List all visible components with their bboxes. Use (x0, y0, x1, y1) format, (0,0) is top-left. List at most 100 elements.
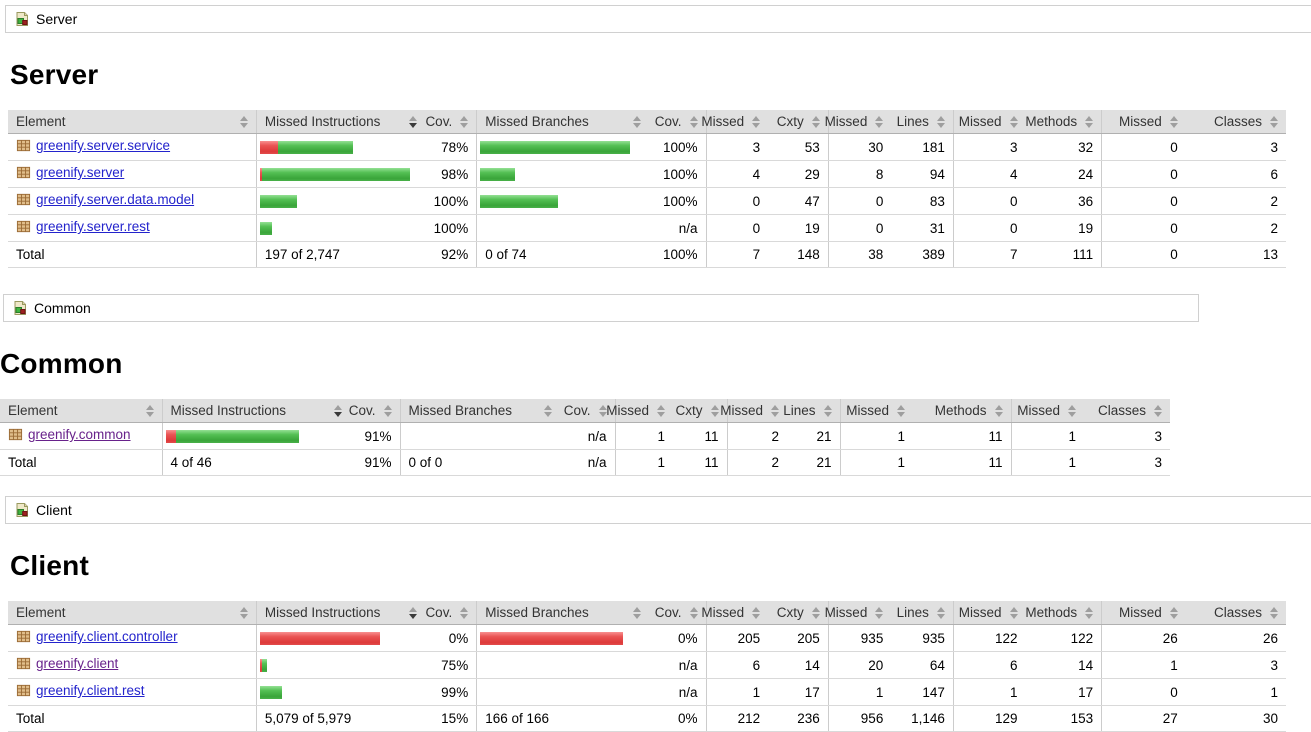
column-header-element-0[interactable]: Element (8, 601, 257, 625)
column-header-missed-branches-3[interactable]: Missed Branches (476, 601, 649, 625)
column-header-missed-7[interactable]: Missed (720, 399, 787, 423)
column-header-classes-12[interactable]: Classes (1185, 601, 1286, 625)
column-header-missed-instructions-1[interactable]: Missed Instructions (255, 601, 425, 625)
sort-arrows-icon (460, 115, 469, 128)
counter-cell: 17 (1025, 678, 1102, 706)
column-header-cxty-6[interactable]: Cxty (673, 399, 727, 423)
missed-instructions-bar-chart (165, 429, 343, 443)
sort-arrows-icon (1270, 115, 1278, 128)
column-header-label: Methods (934, 403, 987, 418)
counter-cell: 1 (839, 422, 913, 450)
counter-cell: 20 (827, 651, 892, 679)
column-header-cxty-6[interactable]: Cxty (768, 110, 829, 134)
column-header-lines-8[interactable]: Lines (891, 601, 954, 625)
missed-branches-bar (476, 160, 649, 188)
package-link[interactable]: greenify.server.rest (36, 219, 150, 234)
sort-arrows-icon (689, 606, 698, 619)
column-header-cxty-6[interactable]: Cxty (768, 601, 829, 625)
total-counter-cell: 111 (1025, 241, 1102, 268)
table-row: greenify.client.controller 0% 0% 205 205 935 9… (8, 624, 1286, 652)
column-header-missed-9[interactable]: Missed (952, 601, 1026, 625)
branch-coverage-cell: 100% (648, 160, 707, 188)
column-header-missed-5[interactable]: Missed (701, 110, 769, 134)
page-title: Server (10, 59, 99, 90)
missed-branches-bar-chart (480, 167, 641, 181)
missed-instructions-bar-chart (259, 221, 417, 235)
column-header-cov-2[interactable]: Cov. (424, 601, 477, 625)
column-header-missed-11[interactable]: Missed (1010, 399, 1084, 423)
package-link[interactable]: greenify.client.rest (36, 683, 145, 698)
total-counter-cell: 1,146 (891, 705, 954, 732)
total-branches: 0 of 74 (476, 241, 649, 268)
column-header-classes-12[interactable]: Classes (1084, 399, 1170, 423)
package-link[interactable]: greenify.client (36, 656, 119, 671)
table-row: greenify.client 75% n/a 6 14 20 64 6 14 1 3 (8, 651, 1286, 679)
column-header-lines-8[interactable]: Lines (891, 110, 954, 134)
column-header-cov-4[interactable]: Cov. (648, 601, 707, 625)
sort-arrows-icon (994, 404, 1003, 417)
branch-coverage-cell: n/a (560, 422, 615, 450)
total-branch-coverage: 0% (648, 705, 707, 732)
branch-coverage-cell: 0% (648, 624, 707, 652)
total-label: Total (8, 241, 257, 268)
package-link[interactable]: greenify.server.service (36, 138, 171, 153)
column-header-label: Cov. (563, 403, 591, 418)
column-header-missed-11[interactable]: Missed (1101, 110, 1186, 134)
total-counter-cell: 1 (839, 449, 913, 476)
counter-cell: 8 (827, 160, 892, 188)
element-cell: greenify.client (8, 651, 257, 679)
column-header-missed-5[interactable]: Missed (606, 399, 673, 423)
column-header-missed-5[interactable]: Missed (701, 601, 769, 625)
counter-cell: 19 (768, 214, 829, 242)
total-counter-cell: 11 (913, 449, 1011, 476)
package-link[interactable]: greenify.server.data.model (36, 192, 195, 207)
counter-cell: 0 (705, 187, 769, 215)
column-header-missed-branches-3[interactable]: Missed Branches (399, 399, 560, 423)
column-header-methods-10[interactable]: Methods (913, 399, 1011, 423)
total-counter-cell: 30 (1185, 705, 1286, 732)
page-title: Common (0, 348, 123, 379)
sort-arrows-icon (811, 606, 820, 619)
column-header-label: Lines (896, 605, 929, 620)
column-header-missed-7[interactable]: Missed (825, 601, 892, 625)
column-header-missed-instructions-1[interactable]: Missed Instructions (161, 399, 350, 423)
counter-cell: 3 (1185, 651, 1286, 679)
column-header-missed-branches-3[interactable]: Missed Branches (476, 110, 649, 134)
column-header-missed-9[interactable]: Missed (839, 399, 913, 423)
column-header-missed-instructions-1[interactable]: Missed Instructions (255, 110, 425, 134)
column-header-methods-10[interactable]: Methods (1025, 110, 1102, 134)
package-link[interactable]: greenify.client.controller (36, 629, 178, 644)
instruction-coverage-cell: 78% (424, 133, 477, 161)
column-header-lines-8[interactable]: Lines (783, 399, 840, 423)
column-header-label: Cxty (776, 114, 804, 129)
missed-branches-bar-chart (480, 194, 641, 208)
column-header-methods-10[interactable]: Methods (1025, 601, 1102, 625)
breadcrumb: Common (3, 294, 1199, 322)
column-header-element-0[interactable]: Element (0, 399, 162, 423)
total-instruction-coverage: 92% (424, 241, 477, 268)
column-header-label: Lines (783, 403, 816, 418)
missed-instructions-bar-chart (259, 167, 417, 181)
column-header-missed-11[interactable]: Missed (1101, 601, 1186, 625)
counter-cell: 6 (705, 651, 769, 679)
package-link[interactable]: greenify.server (36, 165, 125, 180)
sort-arrows-icon (632, 606, 641, 619)
column-header-element-0[interactable]: Element (8, 110, 257, 134)
package-link[interactable]: greenify.common (28, 427, 131, 442)
counter-cell: 205 (768, 624, 829, 652)
column-header-missed-9[interactable]: Missed (952, 110, 1026, 134)
column-header-cov-2[interactable]: Cov. (424, 110, 477, 134)
missed-branches-bar-chart (480, 222, 641, 235)
missed-instructions-bar (255, 214, 425, 242)
column-header-cov-4[interactable]: Cov. (560, 399, 615, 423)
column-header-classes-12[interactable]: Classes (1185, 110, 1286, 134)
section-client: Client Client Element Missed Instructions… (0, 496, 1311, 732)
coverage-table: Element Missed Instructions Cov. Missed Bra… (8, 601, 1286, 732)
element-cell: greenify.client.rest (8, 678, 257, 706)
column-header-missed-7[interactable]: Missed (825, 110, 892, 134)
counter-cell: 3 (1185, 133, 1286, 161)
column-header-label: Methods (1025, 114, 1078, 129)
counter-cell: 2 (1185, 214, 1286, 242)
column-header-cov-2[interactable]: Cov. (349, 399, 400, 423)
column-header-cov-4[interactable]: Cov. (648, 110, 707, 134)
